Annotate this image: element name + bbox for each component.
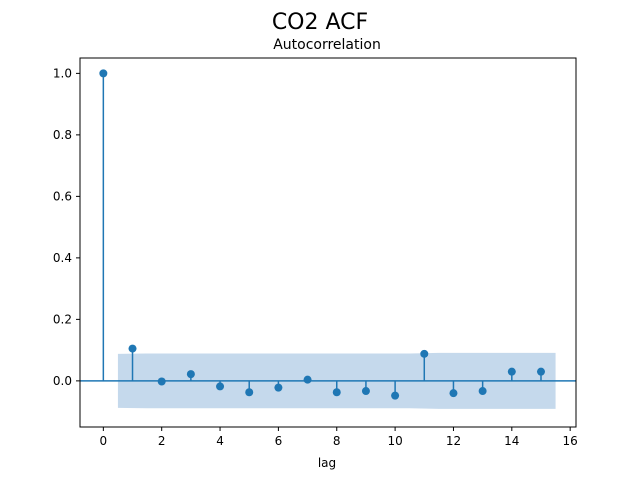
stem-marker bbox=[274, 383, 283, 392]
x-axis-label: lag bbox=[318, 456, 336, 470]
stem-marker bbox=[420, 349, 429, 358]
x-tick-label: 4 bbox=[216, 434, 224, 448]
stem-marker bbox=[536, 367, 545, 376]
stem-marker bbox=[216, 382, 225, 391]
x-tick-label: 0 bbox=[100, 434, 108, 448]
stem-marker bbox=[157, 377, 166, 386]
y-tick-label: 0.4 bbox=[53, 251, 72, 265]
stem-marker bbox=[99, 69, 108, 78]
x-tick-label: 2 bbox=[158, 434, 166, 448]
stem-marker bbox=[128, 344, 137, 353]
stem-marker bbox=[245, 388, 254, 397]
stem-marker bbox=[361, 387, 370, 396]
stem-marker bbox=[449, 389, 458, 398]
stem-marker bbox=[478, 387, 487, 396]
chart-title: Autocorrelation bbox=[273, 37, 381, 53]
stem-marker bbox=[332, 388, 341, 397]
x-tick-label: 10 bbox=[387, 434, 402, 448]
x-tick-label: 16 bbox=[563, 434, 578, 448]
stem-marker bbox=[303, 375, 312, 384]
stem-marker bbox=[391, 391, 400, 400]
chart-suptitle: CO2 ACF bbox=[272, 10, 368, 35]
stem-marker bbox=[507, 367, 516, 376]
y-tick-label: 1.0 bbox=[53, 66, 72, 80]
x-tick-label: 14 bbox=[504, 434, 519, 448]
stem-marker bbox=[186, 370, 195, 379]
y-tick-label: 0.0 bbox=[53, 374, 72, 388]
x-tick-label: 12 bbox=[446, 434, 461, 448]
plot-area: 0 2 4 6 8 10 12 14 16 0.0 0.2 0.4 0.6 0.8 1.0 bbox=[53, 57, 578, 448]
x-tick-label: 8 bbox=[333, 434, 341, 448]
y-tick-label: 0.2 bbox=[53, 312, 72, 326]
plot-frame bbox=[79, 57, 577, 428]
y-tick-label: 0.6 bbox=[53, 189, 72, 203]
y-tick-label: 0.8 bbox=[53, 128, 72, 142]
x-tick-label: 6 bbox=[275, 434, 283, 448]
